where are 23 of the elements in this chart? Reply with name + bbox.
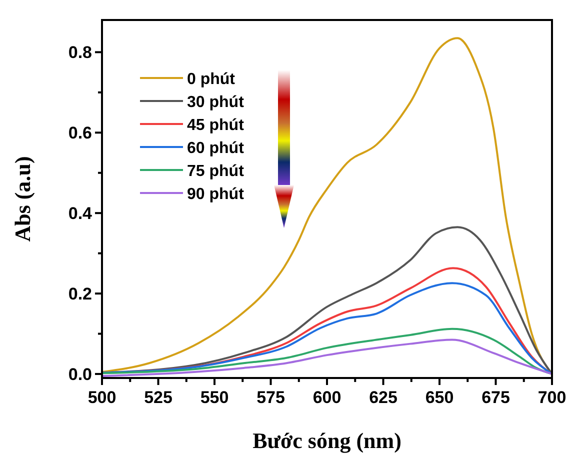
y-tick-label: 0.6 bbox=[68, 124, 92, 143]
legend-label: 0 phút bbox=[187, 71, 236, 88]
legend-label: 75 phút bbox=[187, 163, 245, 180]
x-tick-label: 675 bbox=[482, 388, 510, 407]
legend-label: 45 phút bbox=[187, 117, 245, 134]
x-tick-label: 500 bbox=[88, 388, 116, 407]
x-axis-title: Bước sóng (nm) bbox=[252, 428, 402, 453]
x-tick-label: 650 bbox=[425, 388, 454, 407]
x-tick-label: 525 bbox=[144, 388, 172, 407]
y-tick-label: 0.2 bbox=[68, 284, 92, 304]
x-tick-label: 625 bbox=[369, 388, 398, 407]
y-tick-label: 0.0 bbox=[68, 364, 92, 384]
line-series bbox=[101, 338, 553, 377]
x-tick-label: 700 bbox=[538, 388, 566, 407]
y-axis-title: Abs (a.u) bbox=[10, 156, 35, 242]
x-tick-label: 600 bbox=[312, 388, 342, 407]
legend-label: 90 phút bbox=[187, 186, 245, 203]
y-tick-label: 0.4 bbox=[68, 204, 93, 224]
y-tick-label: 0.8 bbox=[68, 43, 92, 62]
x-tick-label: 575 bbox=[256, 388, 285, 407]
legend-label: 30 phút bbox=[187, 94, 245, 111]
x-tick-label: 550 bbox=[200, 388, 229, 407]
legend-label: 60 phút bbox=[187, 140, 245, 157]
